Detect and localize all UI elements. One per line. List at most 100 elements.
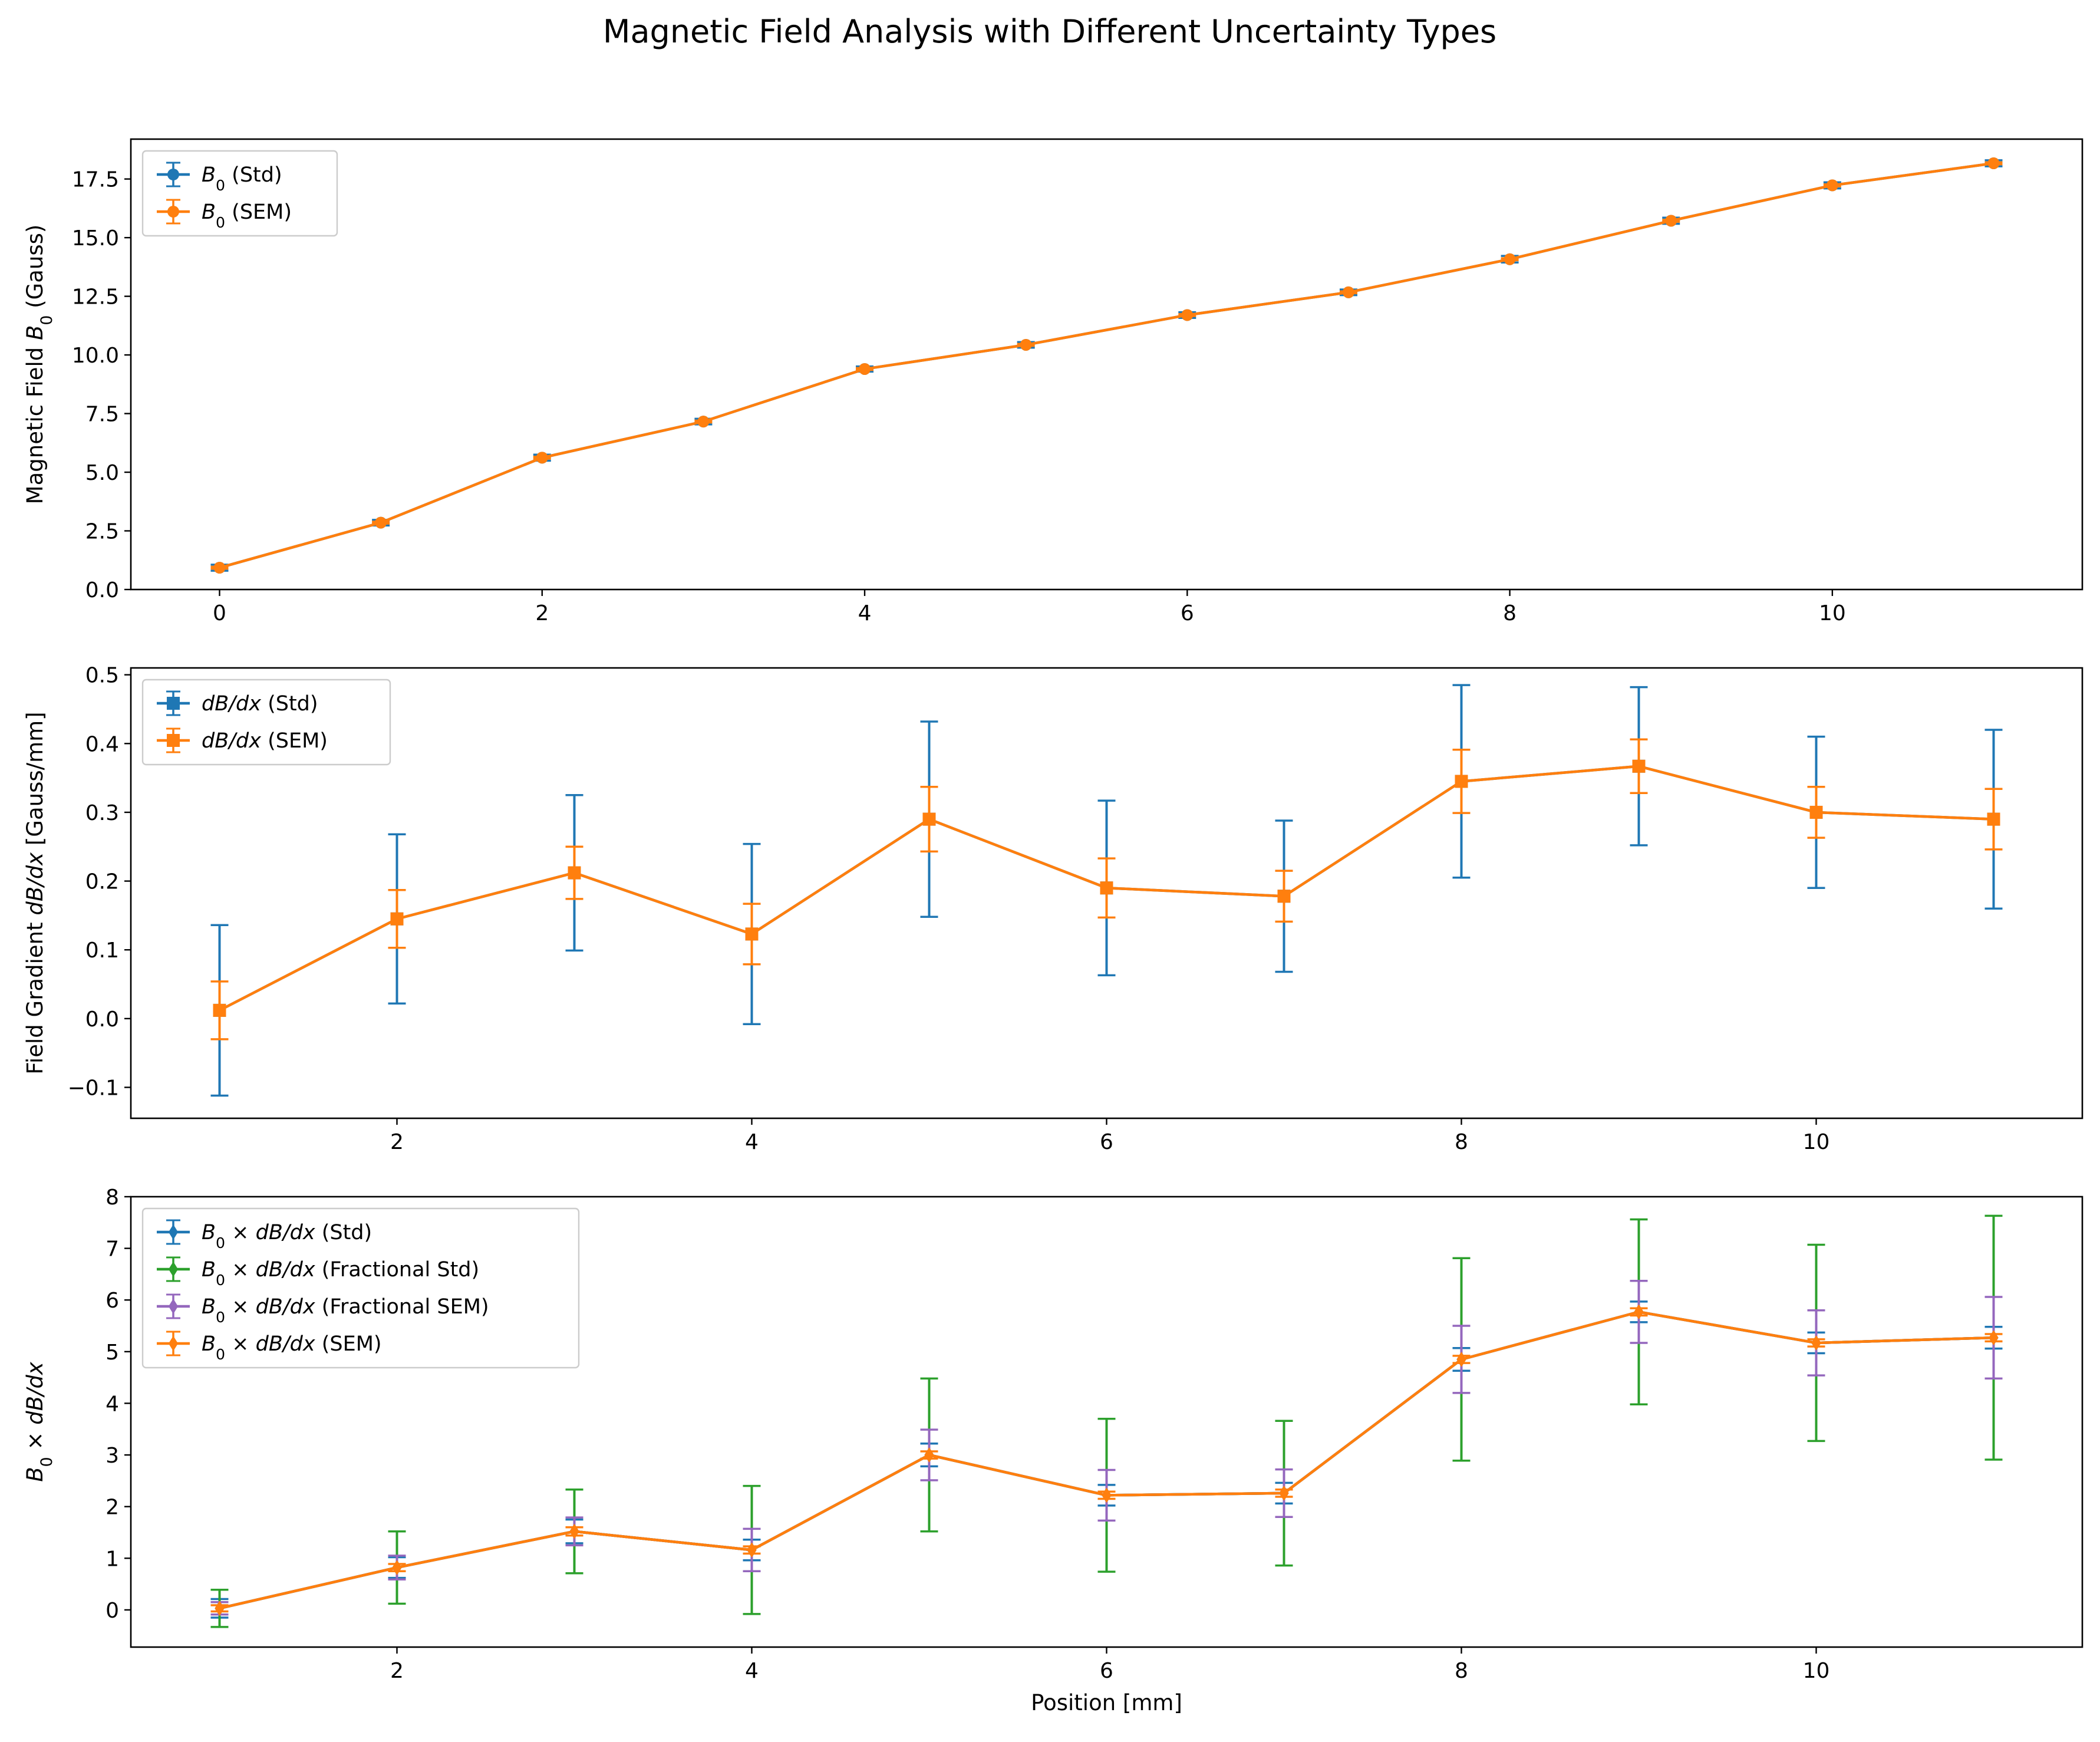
x-tick-label: 10 bbox=[1803, 1659, 1830, 1683]
x-tick-label: 10 bbox=[1819, 601, 1846, 625]
y-tick-label: 7 bbox=[106, 1237, 119, 1262]
y-tick-label: 12.5 bbox=[72, 285, 119, 309]
y-tick-label: 0.0 bbox=[85, 1007, 119, 1032]
data-point bbox=[924, 1447, 934, 1463]
x-tick-label: 0 bbox=[213, 601, 226, 625]
series-line bbox=[219, 162, 1994, 569]
legend: dB/dx (Std) dB/dx (SEM) bbox=[141, 679, 391, 766]
data-point bbox=[1632, 759, 1646, 773]
series-1 bbox=[210, 157, 2003, 574]
data-point bbox=[390, 912, 404, 926]
subplot-field-gradient: 2 4 6 8 10 −0.1 0.0 0.1 0.2 0.3 0.4 0.5 Field Gradie… bbox=[22, 664, 2083, 1154]
y-tick-label: 15.0 bbox=[72, 226, 119, 251]
legend-marker bbox=[167, 697, 180, 710]
data-point bbox=[569, 1523, 579, 1539]
x-tick-label: 8 bbox=[1455, 1659, 1468, 1683]
x-tick-label: 2 bbox=[390, 1130, 404, 1154]
legend-box bbox=[141, 1207, 580, 1369]
legend-label: B0 × dB/dx (Fractional SEM) bbox=[202, 1295, 489, 1326]
x-tick-label: 6 bbox=[1100, 1130, 1113, 1154]
x-tick-label: 10 bbox=[1803, 1130, 1830, 1154]
y-axis-label: B0 × dB/dx bbox=[22, 1361, 56, 1482]
data-point bbox=[1342, 286, 1354, 298]
y-tick-label: 17.5 bbox=[72, 168, 119, 192]
y-tick-label: 0.3 bbox=[85, 801, 119, 825]
data-point bbox=[1989, 1330, 1999, 1346]
data-point bbox=[1020, 338, 1032, 351]
y-tick-label: 1 bbox=[106, 1547, 119, 1571]
data-point bbox=[392, 1560, 402, 1576]
data-point bbox=[213, 1003, 226, 1017]
y-tick-label: 0.1 bbox=[85, 938, 119, 963]
legend-box bbox=[141, 679, 391, 766]
data-point bbox=[697, 416, 710, 428]
legend-marker bbox=[168, 1299, 179, 1314]
y-tick-label: 5 bbox=[106, 1341, 119, 1365]
legend-marker bbox=[167, 206, 179, 218]
y-axis-label: Field Gradient dB/dx [Gauss/mm] bbox=[22, 712, 48, 1074]
data-point bbox=[1102, 1487, 1112, 1503]
data-point bbox=[1987, 812, 2000, 826]
x-tick-label: 4 bbox=[745, 1659, 759, 1683]
data-point bbox=[1279, 1485, 1289, 1501]
data-point bbox=[375, 516, 387, 529]
x-axis-label: Position [mm] bbox=[1031, 1690, 1182, 1715]
legend-marker bbox=[167, 734, 180, 747]
x-tick-label: 4 bbox=[745, 1130, 759, 1154]
series-1 bbox=[210, 738, 2003, 1040]
y-tick-label: 6 bbox=[106, 1289, 119, 1313]
data-point bbox=[1100, 881, 1113, 895]
y-tick-label: 3 bbox=[106, 1444, 119, 1468]
y-tick-label: 0.0 bbox=[85, 578, 119, 602]
legend-label: B0 (SEM) bbox=[202, 200, 292, 231]
legend: B0 (Std) B0 (SEM) bbox=[141, 150, 338, 237]
y-tick-label: 2 bbox=[106, 1496, 119, 1520]
legend-marker bbox=[168, 1262, 179, 1277]
plot-frame bbox=[130, 1196, 2083, 1648]
x-tick-label: 2 bbox=[390, 1659, 404, 1683]
data-point bbox=[1634, 1304, 1644, 1320]
legend: B0 × dB/dx (Std) B0 × dB/dx (Fractional S… bbox=[141, 1207, 580, 1369]
data-point bbox=[747, 1542, 757, 1558]
data-point bbox=[1987, 157, 2000, 169]
legend-label: dB/dx (Std) bbox=[202, 692, 318, 716]
y-tick-label: 0.4 bbox=[85, 732, 119, 756]
y-tick-label: 8 bbox=[106, 1186, 119, 1210]
data-point bbox=[1504, 253, 1516, 265]
data-point bbox=[1277, 890, 1291, 903]
x-tick-label: 8 bbox=[1503, 601, 1517, 625]
y-tick-label: 0 bbox=[106, 1599, 119, 1623]
y-tick-label: 7.5 bbox=[85, 403, 119, 427]
y-tick-label: 4 bbox=[106, 1392, 119, 1416]
subplot-magnetic-field: 0 2 4 6 8 10 0.0 2.5 5.0 7.5 10.0 12.5 15.0 17.5 Magne… bbox=[22, 138, 2083, 625]
legend-label: dB/dx (SEM) bbox=[202, 729, 328, 753]
legend-box bbox=[141, 150, 338, 237]
legend-marker bbox=[167, 169, 179, 180]
data-point bbox=[1181, 309, 1194, 321]
y-tick-label: 10.0 bbox=[72, 344, 119, 368]
legend-label: B0 × dB/dx (SEM) bbox=[202, 1332, 382, 1363]
x-tick-label: 4 bbox=[858, 601, 872, 625]
y-tick-label: −0.1 bbox=[68, 1076, 119, 1101]
figure-title: Magnetic Field Analysis with Different U… bbox=[603, 13, 1496, 50]
data-point bbox=[213, 561, 226, 574]
x-tick-label: 6 bbox=[1100, 1659, 1113, 1683]
data-point bbox=[859, 363, 871, 375]
plot-frame bbox=[130, 667, 2083, 1119]
data-point bbox=[1809, 805, 1823, 819]
plot-frame bbox=[130, 138, 2083, 591]
data-point bbox=[745, 927, 759, 941]
y-tick-label: 0.2 bbox=[85, 870, 119, 894]
x-tick-label: 8 bbox=[1455, 1130, 1468, 1154]
x-tick-label: 6 bbox=[1181, 601, 1194, 625]
subplot-product: 2 4 6 8 10 0 1 2 3 4 5 6 7 8 B0 × dB/dx Position [mm] B0… bbox=[22, 1186, 2083, 1715]
data-point bbox=[536, 452, 548, 464]
data-point bbox=[1665, 215, 1677, 227]
data-point bbox=[568, 866, 581, 880]
data-point bbox=[1455, 775, 1468, 788]
y-axis-label: Magnetic Field B0 (Gauss) bbox=[22, 225, 56, 505]
data-point bbox=[1456, 1351, 1466, 1367]
data-point bbox=[1826, 179, 1838, 192]
x-tick-label: 2 bbox=[535, 601, 549, 625]
